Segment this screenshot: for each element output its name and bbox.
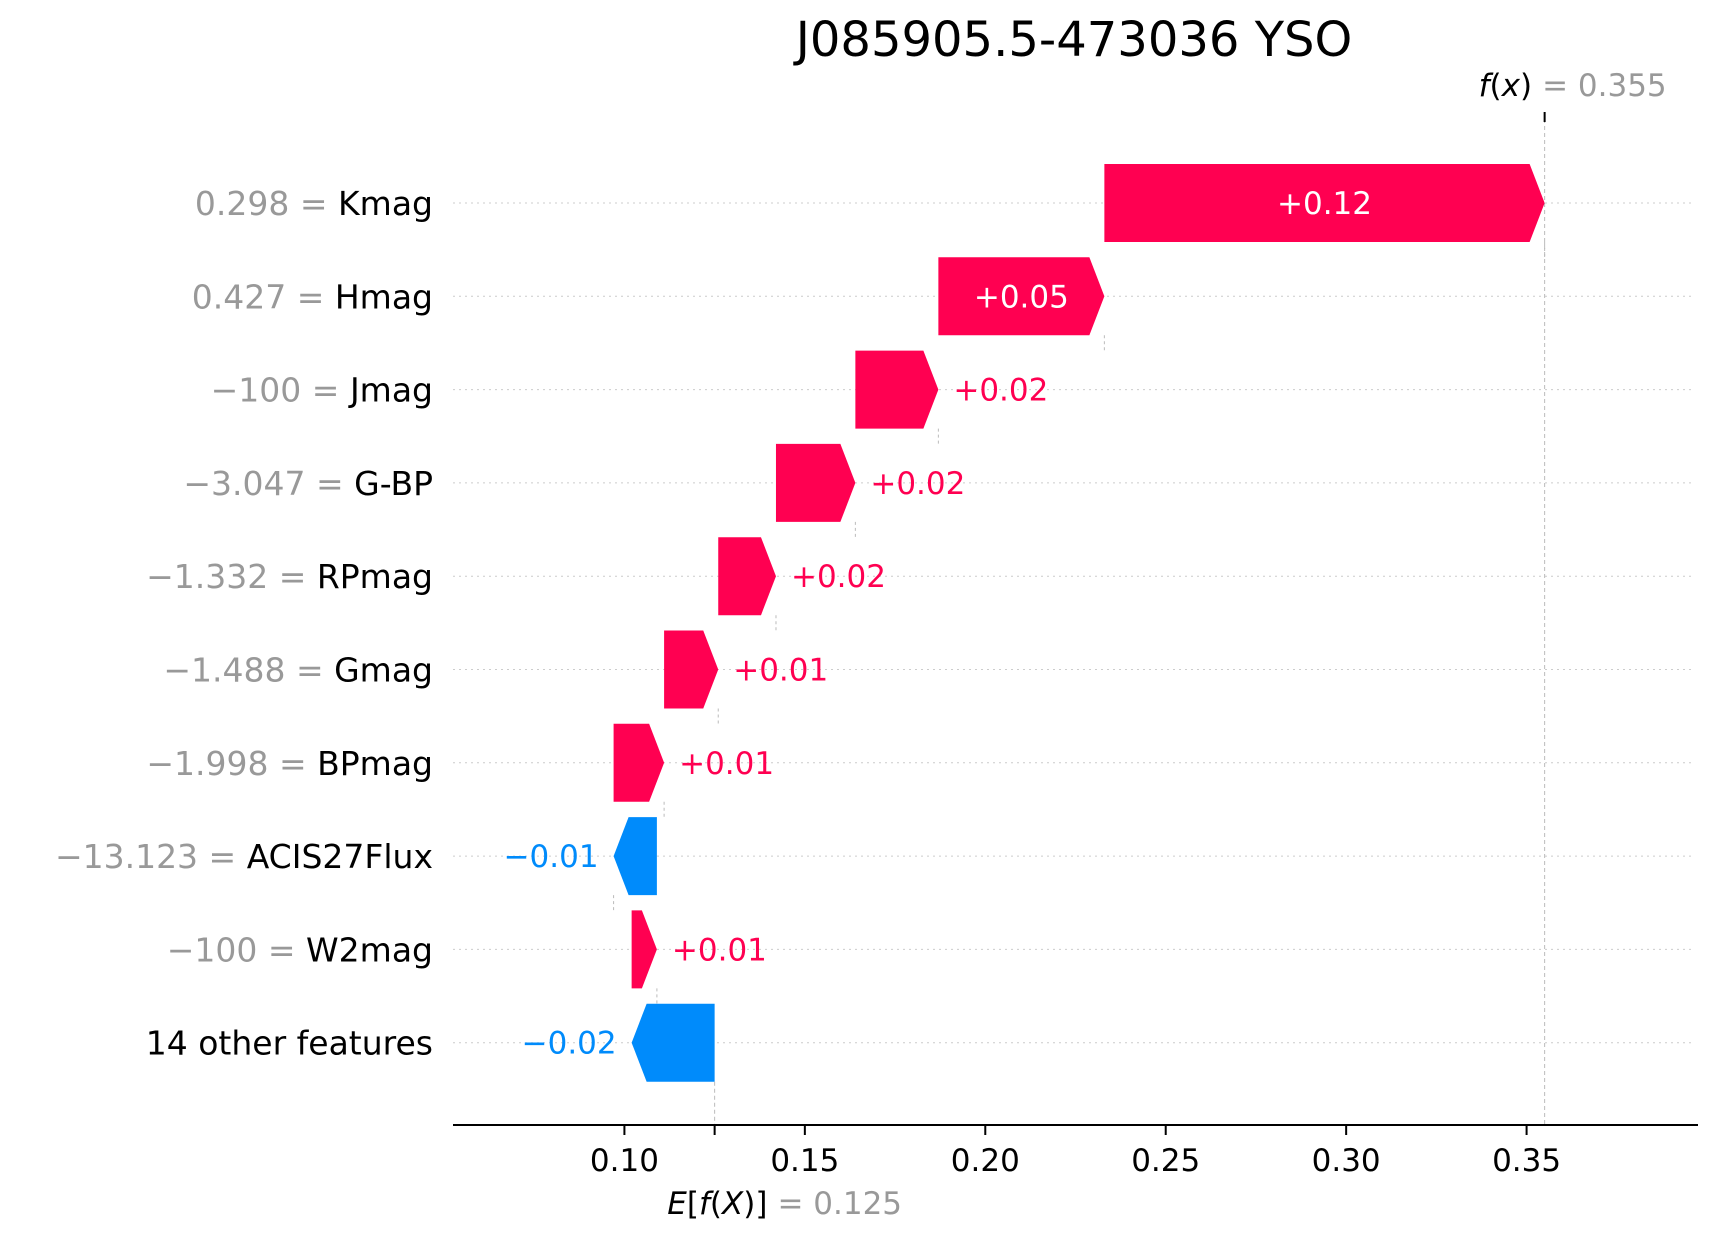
- label-layer: 0.298 = Kmag +0.12 0.427 = Hmag +0.05 −100 =…: [55, 184, 1372, 1063]
- feature-name: ACIS27Flux: [247, 837, 433, 876]
- bar-value-label: +0.01: [733, 653, 828, 689]
- output-value-annotation: f(x) = 0.355: [1479, 68, 1667, 104]
- feature-value: 0.298 =: [195, 184, 338, 223]
- feature-name: 14 other features: [146, 1024, 433, 1063]
- waterfall-bar: [613, 723, 665, 802]
- feature-value: −13.123 =: [55, 837, 247, 876]
- x-tick-label: 0.15: [770, 1143, 839, 1179]
- x-axis: 0.10 0.15 0.20 0.25 0.30 0.35: [453, 1124, 1698, 1179]
- feature-label: 0.427 = Hmag: [192, 277, 433, 316]
- bar-value-label: +0.01: [679, 746, 774, 782]
- feature-name: Hmag: [335, 277, 433, 316]
- feature-label: 14 other features: [146, 1024, 433, 1063]
- feature-name: G-BP: [354, 464, 433, 503]
- annotation-layer: f(x) = 0.355 E[f(X)] = 0.125: [667, 68, 1666, 1222]
- feature-value: −1.488 =: [163, 651, 334, 690]
- x-tick-label: 0.35: [1492, 1143, 1561, 1179]
- feature-label: −100 = W2mag: [167, 930, 433, 969]
- bar-layer: [613, 164, 1545, 1082]
- feature-value: −100 =: [167, 930, 306, 969]
- feature-name: BPmag: [317, 744, 433, 783]
- feature-label: −1.332 = RPmag: [146, 557, 433, 596]
- bar-value-label: −0.01: [504, 839, 599, 875]
- feature-label: 0.298 = Kmag: [195, 184, 433, 223]
- feature-name: RPmag: [317, 557, 433, 596]
- waterfall-bar: [631, 1003, 715, 1082]
- feature-label: −1.998 = BPmag: [146, 744, 433, 783]
- feature-name: Kmag: [338, 184, 433, 223]
- waterfall-bar: [664, 630, 719, 709]
- bar-value-label: +0.02: [953, 373, 1048, 409]
- feature-value: −100 =: [211, 371, 350, 410]
- x-tick-label: 0.30: [1312, 1143, 1381, 1179]
- x-tick-label: 0.10: [590, 1143, 659, 1179]
- feature-label: −3.047 = G-BP: [183, 464, 433, 503]
- feature-name: Gmag: [334, 651, 433, 690]
- bar-value-label: −0.02: [522, 1026, 617, 1062]
- waterfall-bar: [718, 537, 776, 616]
- bar-value-label: +0.02: [791, 559, 886, 595]
- waterfall-bar: [775, 443, 856, 522]
- feature-value: 0.427 =: [192, 277, 335, 316]
- feature-label: −100 = Jmag: [211, 371, 433, 410]
- base-value-annotation: E[f(X)] = 0.125: [667, 1186, 902, 1222]
- waterfall-bar: [938, 257, 1105, 336]
- bar-value-label: +0.01: [672, 932, 767, 968]
- waterfall-bar: [855, 350, 939, 429]
- feature-name: Jmag: [348, 371, 433, 410]
- connector-layer: [613, 112, 1546, 1137]
- x-tick-label: 0.20: [951, 1143, 1020, 1179]
- feature-value: −1.332 =: [146, 557, 317, 596]
- x-tick-label: 0.25: [1131, 1143, 1200, 1179]
- waterfall-bar: [613, 817, 657, 896]
- bar-value-label: +0.02: [870, 466, 965, 502]
- feature-name: W2mag: [306, 930, 433, 969]
- waterfall-bar: [1104, 164, 1545, 242]
- feature-value: −3.047 =: [183, 464, 354, 503]
- bar-value-label: +0.05: [974, 279, 1069, 315]
- chart-title: J085905.5-473036 YSO: [793, 12, 1353, 68]
- bar-value-label: +0.12: [1277, 186, 1372, 222]
- feature-value: −1.998 =: [146, 744, 317, 783]
- waterfall-bar: [631, 910, 657, 989]
- feature-label: −13.123 = ACIS27Flux: [55, 837, 433, 876]
- feature-label: −1.488 = Gmag: [163, 651, 433, 690]
